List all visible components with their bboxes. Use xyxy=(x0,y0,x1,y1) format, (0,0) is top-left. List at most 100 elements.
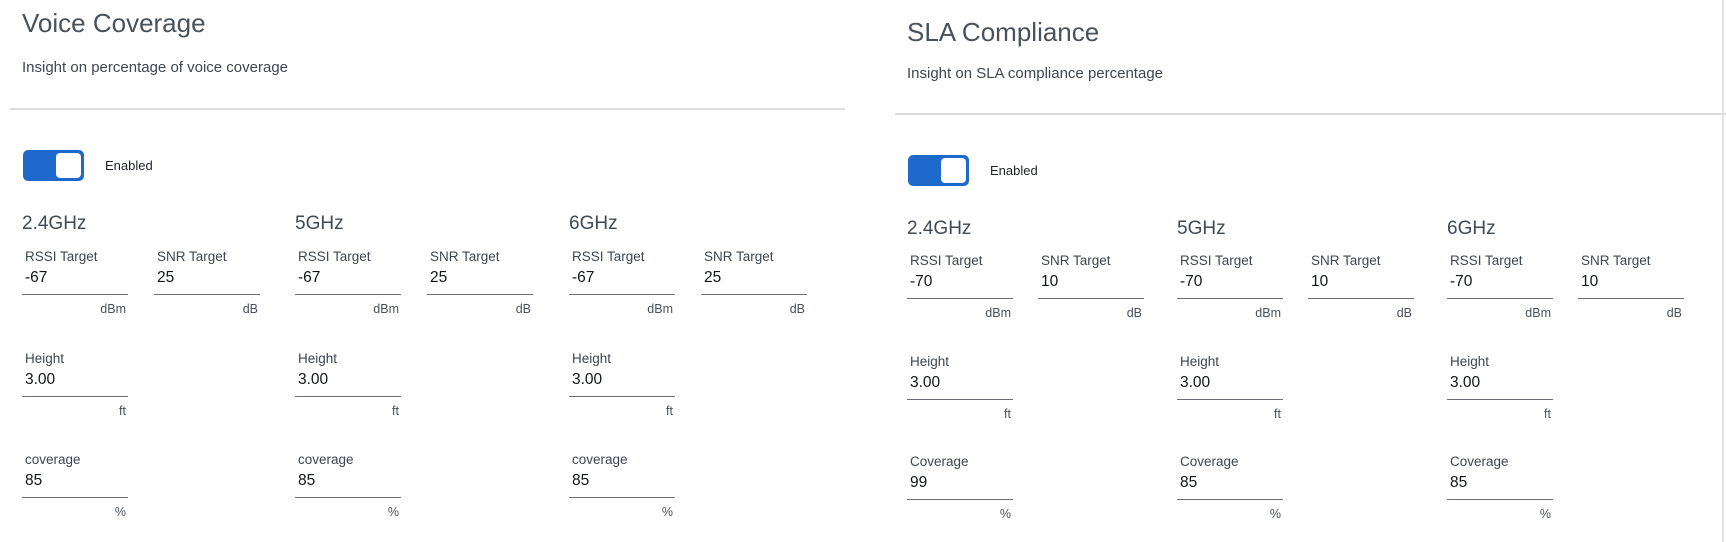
band-title: 6GHz xyxy=(1447,218,1496,239)
sla-compliance-description: Insight on SLA compliance percentage xyxy=(907,65,1164,82)
snr-target-input[interactable]: 25 xyxy=(157,269,175,286)
field-underline xyxy=(22,396,128,397)
field-label: RSSI Target xyxy=(298,249,371,264)
field-label: coverage xyxy=(298,452,354,467)
field-label: SNR Target xyxy=(157,249,227,264)
coverage-input[interactable]: 85 xyxy=(298,472,316,489)
field-underline xyxy=(907,399,1013,400)
field-label: Height xyxy=(1450,354,1490,369)
toggle-knob xyxy=(56,153,81,178)
toggle-knob xyxy=(941,158,966,183)
field-underline xyxy=(427,294,533,295)
field-label: Coverage xyxy=(1450,454,1509,469)
field-label: RSSI Target xyxy=(1450,253,1523,268)
height-input[interactable]: 3.00 xyxy=(910,374,941,391)
voice-coverage-description: Insight on percentage of voice coverage xyxy=(22,59,289,76)
section-divider xyxy=(895,113,1726,115)
field-underline xyxy=(907,298,1013,299)
field-underline xyxy=(569,294,675,295)
field-label: Height xyxy=(25,351,65,366)
field-label: RSSI Target xyxy=(572,249,645,264)
coverage-input[interactable]: 85 xyxy=(1450,474,1468,491)
rssi-target-input[interactable]: -70 xyxy=(1180,273,1203,290)
field-label: Height xyxy=(298,351,338,366)
field-underline xyxy=(1038,298,1144,299)
sla-compliance-enable-toggle[interactable] xyxy=(908,155,969,186)
field-underline xyxy=(154,294,260,295)
field-label: coverage xyxy=(572,452,628,467)
field-label: SNR Target xyxy=(430,249,500,264)
rssi-target-input[interactable]: -67 xyxy=(25,269,48,286)
voice-coverage-toggle-group: Enabled xyxy=(23,150,153,181)
snr-target-input[interactable]: 10 xyxy=(1311,273,1329,290)
rssi-target-input[interactable]: -70 xyxy=(1450,273,1473,290)
snr-target-input[interactable]: 25 xyxy=(430,269,448,286)
coverage-input[interactable]: 85 xyxy=(25,472,43,489)
field-label: SNR Target xyxy=(1311,253,1381,268)
field-underline xyxy=(1447,499,1553,500)
field-underline xyxy=(1447,298,1553,299)
field-unit: ft xyxy=(1544,407,1551,421)
field-underline xyxy=(569,497,675,498)
field-underline xyxy=(295,294,401,295)
voice-coverage-toggle-label: Enabled xyxy=(105,158,153,173)
field-label: SNR Target xyxy=(1581,253,1651,268)
field-unit: dB xyxy=(242,302,258,316)
field-underline xyxy=(907,499,1013,500)
field-label: RSSI Target xyxy=(25,249,98,264)
field-unit: % xyxy=(999,507,1011,521)
field-label: Height xyxy=(1180,354,1220,369)
snr-target-input[interactable]: 10 xyxy=(1041,273,1059,290)
field-underline xyxy=(295,396,401,397)
voice-coverage-enable-toggle[interactable] xyxy=(23,150,84,181)
coverage-input[interactable]: 85 xyxy=(1180,474,1198,491)
field-label: Height xyxy=(572,351,612,366)
field-label: RSSI Target xyxy=(1180,253,1253,268)
band-title: 6GHz xyxy=(569,213,618,234)
field-unit: dBm xyxy=(373,302,399,316)
section-divider xyxy=(10,108,845,110)
coverage-input[interactable]: 85 xyxy=(572,472,590,489)
field-underline xyxy=(1308,298,1414,299)
height-input[interactable]: 3.00 xyxy=(25,371,56,388)
field-underline xyxy=(295,497,401,498)
field-unit: dBm xyxy=(647,302,673,316)
field-label: coverage xyxy=(25,452,81,467)
sla-compliance-toggle-group: Enabled xyxy=(908,155,1038,186)
field-label: Coverage xyxy=(1180,454,1239,469)
snr-target-input[interactable]: 25 xyxy=(704,269,722,286)
field-unit: dB xyxy=(1396,306,1412,320)
snr-target-input[interactable]: 10 xyxy=(1581,273,1599,290)
field-label: Height xyxy=(910,354,950,369)
band-title: 2.4GHz xyxy=(907,218,972,239)
field-underline xyxy=(22,294,128,295)
field-underline xyxy=(1177,399,1283,400)
coverage-input[interactable]: 99 xyxy=(910,474,928,491)
height-input[interactable]: 3.00 xyxy=(298,371,329,388)
field-underline xyxy=(569,396,675,397)
field-underline xyxy=(22,497,128,498)
field-underline xyxy=(1177,298,1283,299)
field-unit: dBm xyxy=(1525,306,1551,320)
field-unit: dB xyxy=(1126,306,1142,320)
field-unit: dB xyxy=(1666,306,1682,320)
field-label: RSSI Target xyxy=(910,253,983,268)
height-input[interactable]: 3.00 xyxy=(1180,374,1211,391)
field-unit: dB xyxy=(515,302,531,316)
field-unit: % xyxy=(1269,507,1281,521)
field-unit: ft xyxy=(1274,407,1281,421)
band-title: 2.4GHz xyxy=(22,213,87,234)
field-underline xyxy=(1578,298,1684,299)
field-unit: % xyxy=(1539,507,1551,521)
rssi-target-input[interactable]: -67 xyxy=(298,269,321,286)
band-title: 5GHz xyxy=(1177,218,1226,239)
field-unit: dB xyxy=(789,302,805,316)
sla-compliance-title: SLA Compliance xyxy=(907,17,1100,47)
field-unit: ft xyxy=(392,404,399,418)
height-input[interactable]: 3.00 xyxy=(1450,374,1481,391)
field-label: SNR Target xyxy=(1041,253,1111,268)
height-input[interactable]: 3.00 xyxy=(572,371,603,388)
rssi-target-input[interactable]: -70 xyxy=(910,273,933,290)
field-unit: dBm xyxy=(100,302,126,316)
rssi-target-input[interactable]: -67 xyxy=(572,269,595,286)
